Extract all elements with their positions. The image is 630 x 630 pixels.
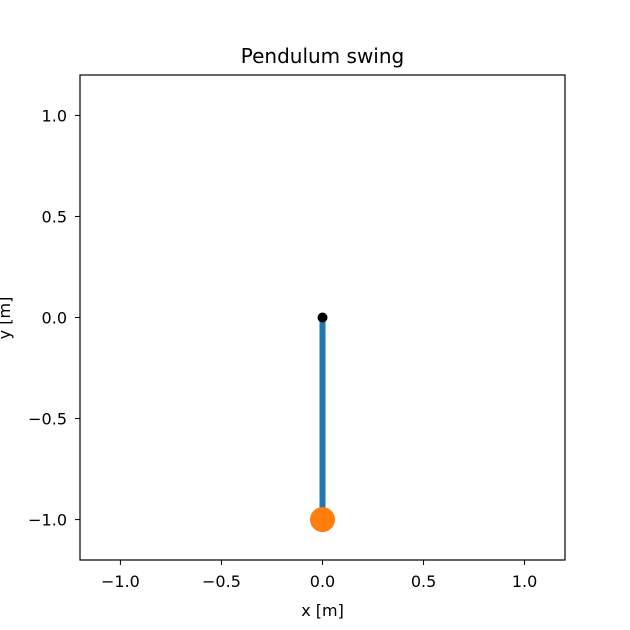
y-tick-label: −0.5	[28, 410, 67, 429]
y-axis-label: y [m]	[0, 297, 14, 340]
x-tick-label: 0.0	[310, 572, 335, 591]
x-tick-label: −0.5	[202, 572, 241, 591]
x-axis-label: x [m]	[301, 601, 344, 620]
plot-area	[310, 312, 335, 533]
x-tick-label: −1.0	[101, 572, 140, 591]
y-tick-label: −1.0	[28, 511, 67, 530]
chart-title: Pendulum swing	[241, 44, 404, 68]
y-tick-label: 0.5	[42, 207, 67, 226]
x-tick-label: 0.5	[411, 572, 436, 591]
x-tick-label: 1.0	[512, 572, 537, 591]
pendulum-bob	[310, 507, 335, 533]
x-axis-ticks: −1.0 −0.5 0.0 0.5 1.0	[101, 560, 537, 591]
plot-frame	[79, 74, 566, 561]
y-axis-ticks: −1.0 −0.5 0.0 0.5 1.0	[28, 106, 80, 530]
y-tick-label: 0.0	[42, 309, 67, 328]
pivot-point	[317, 312, 328, 323]
y-tick-label: 1.0	[42, 106, 67, 125]
